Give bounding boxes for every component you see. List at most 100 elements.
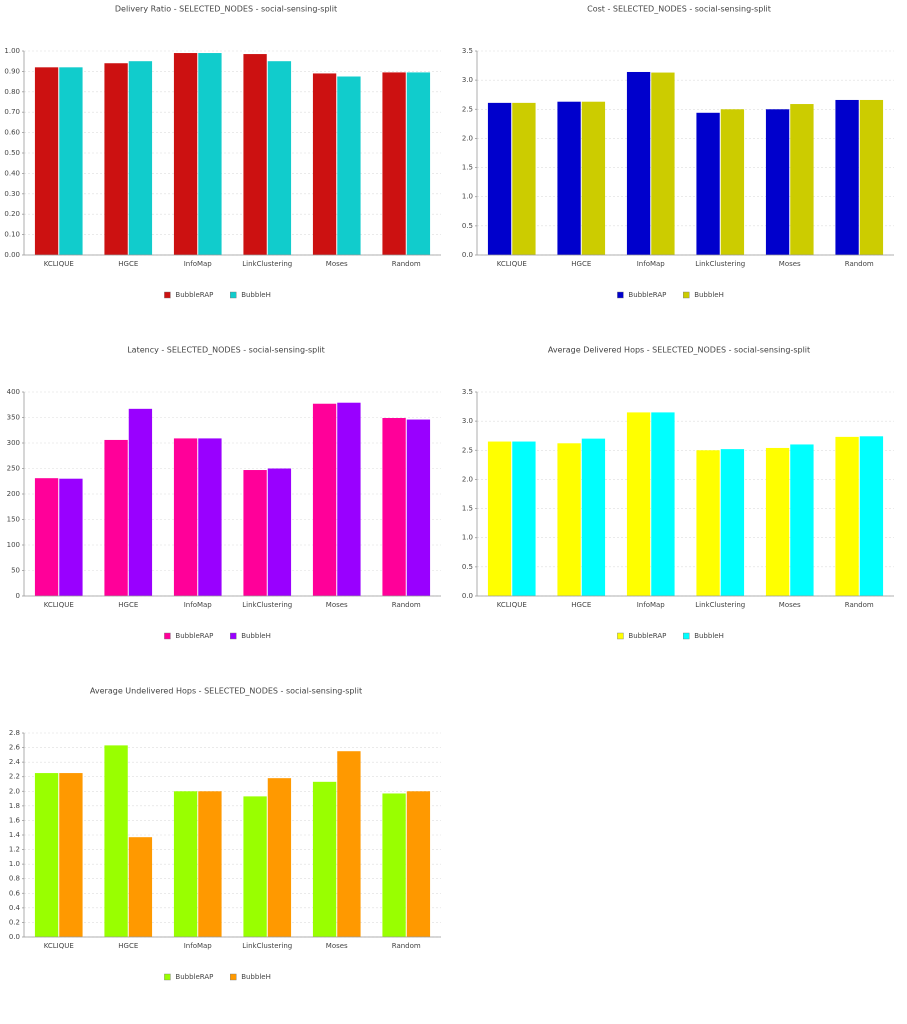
legend-label: BubbleRAP: [628, 632, 666, 640]
y-tick-label: 0.40: [4, 169, 20, 177]
y-tick-label: 150: [7, 516, 20, 524]
bar: [34, 773, 59, 937]
bar: [243, 796, 267, 937]
bar: [487, 102, 512, 255]
x-tick-label: KCLIQUE: [497, 260, 527, 268]
bar: [790, 444, 814, 596]
bar: [406, 419, 431, 596]
x-tick-label: LinkClustering: [695, 601, 745, 609]
bar: [835, 99, 859, 256]
y-tick-label: 1.5: [462, 164, 473, 172]
bar: [34, 478, 59, 596]
x-tick-label: Random: [392, 260, 421, 268]
legend-swatch: [164, 632, 171, 640]
bar: [312, 73, 337, 255]
y-tick-label: 1.5: [462, 505, 473, 513]
y-tick-label: 200: [7, 490, 20, 498]
bar: [198, 438, 222, 596]
y-tick-label: 300: [7, 439, 20, 447]
legend-label: BubbleH: [694, 291, 724, 299]
bar: [104, 439, 128, 596]
legend-label: BubbleRAP: [628, 291, 666, 299]
bar: [382, 793, 406, 937]
bar: [382, 418, 406, 596]
y-tick-label: 2.4: [9, 758, 21, 766]
x-tick-label: LinkClustering: [242, 601, 292, 609]
bar: [581, 438, 606, 596]
bar: [406, 791, 431, 937]
x-tick-label: InfoMap: [184, 942, 213, 950]
y-tick-label: 3.0: [462, 417, 473, 425]
y-tick-label: 50: [11, 567, 20, 575]
x-tick-label: InfoMap: [637, 260, 666, 268]
y-tick-label: 1.0: [9, 860, 20, 868]
y-tick-label: 0.50: [4, 149, 20, 157]
y-tick-label: 0.0: [9, 933, 20, 941]
bar: [267, 778, 292, 937]
bar: [382, 72, 406, 255]
x-tick-label: HGCE: [118, 601, 138, 609]
y-tick-label: 2.0: [462, 134, 473, 142]
bar: [696, 112, 720, 255]
y-tick-label: 0.30: [4, 190, 20, 198]
bar: [651, 72, 675, 256]
x-tick-label: Moses: [326, 601, 348, 609]
bar: [128, 61, 153, 256]
legend-swatch: [617, 632, 624, 640]
x-tick-label: Moses: [326, 942, 348, 950]
legend-swatch: [617, 291, 624, 299]
y-tick-label: 0.2: [9, 918, 20, 926]
bar: [626, 412, 651, 596]
x-tick-label: Random: [845, 601, 874, 609]
x-tick-label: HGCE: [118, 260, 138, 268]
chart-title: Average Delivered Hops - SELECTED_NODES …: [548, 346, 810, 355]
y-tick-label: 2.5: [462, 446, 473, 454]
bar: [859, 436, 884, 596]
bar: [173, 53, 198, 255]
bar: [337, 76, 361, 255]
y-tick-label: 2.2: [9, 773, 20, 781]
y-tick-label: 0.5: [462, 222, 473, 230]
x-tick-label: LinkClustering: [242, 260, 292, 268]
legend-label: BubbleRAP: [175, 973, 213, 981]
bar: [267, 468, 292, 596]
bar: [243, 54, 267, 256]
bar: [406, 72, 431, 255]
x-tick-label: Moses: [326, 260, 348, 268]
x-tick-label: InfoMap: [184, 601, 213, 609]
y-tick-label: 0.10: [4, 231, 20, 239]
x-tick-label: Random: [845, 260, 874, 268]
y-tick-label: 400: [7, 388, 20, 396]
y-tick-label: 0.20: [4, 210, 20, 218]
chart-title: Delivery Ratio - SELECTED_NODES - social…: [115, 5, 337, 14]
legend-swatch: [229, 632, 237, 640]
y-tick-label: 0.60: [4, 129, 20, 137]
legend-swatch: [229, 973, 237, 981]
x-tick-label: LinkClustering: [695, 260, 745, 268]
legend-label: BubbleRAP: [175, 632, 213, 640]
y-tick-label: 100: [7, 541, 20, 549]
bar: [487, 441, 512, 596]
y-tick-label: 0.6: [9, 889, 21, 897]
y-tick-label: 0.00: [4, 251, 20, 259]
x-tick-label: KCLIQUE: [44, 942, 74, 950]
y-tick-label: 2.6: [9, 744, 21, 752]
bar: [765, 447, 790, 596]
legend-label: BubbleH: [241, 973, 271, 981]
chart-title: Latency - SELECTED_NODES - social-sensin…: [127, 346, 325, 355]
y-tick-label: 0.0: [462, 592, 473, 600]
x-tick-label: HGCE: [571, 260, 591, 268]
legend-swatch: [164, 291, 171, 299]
bar: [243, 470, 267, 596]
x-tick-label: InfoMap: [184, 260, 213, 268]
y-tick-label: 0.90: [4, 67, 20, 75]
y-tick-label: 1.6: [9, 816, 21, 824]
bar: [312, 781, 337, 937]
y-tick-label: 0.70: [4, 108, 20, 116]
bar: [104, 745, 128, 937]
y-tick-label: 1.4: [9, 831, 21, 839]
bar: [128, 408, 153, 596]
bar: [512, 102, 536, 255]
bar: [59, 67, 83, 255]
